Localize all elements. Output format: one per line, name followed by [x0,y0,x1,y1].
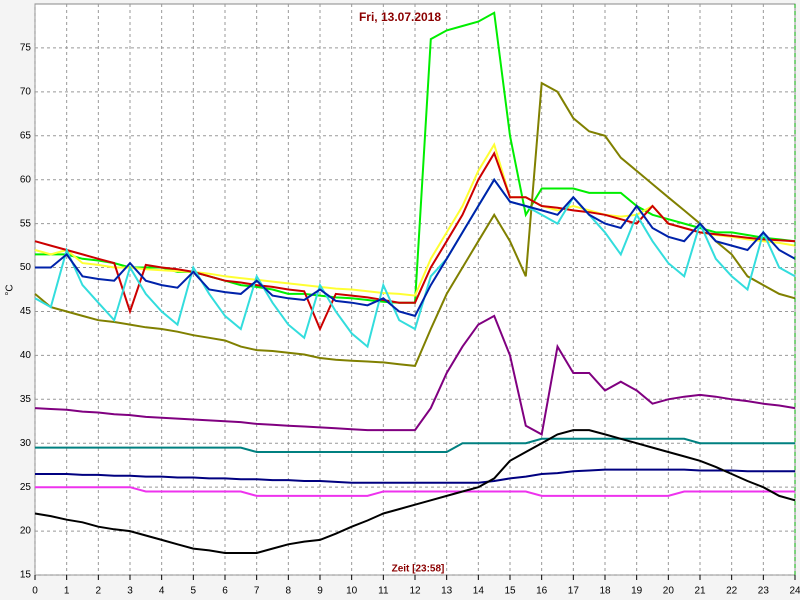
y-tick-label: 70 [20,86,32,97]
series-line [34,177,796,349]
y-tick-label: 30 [20,438,32,449]
x-tick-label: 14 [473,586,485,597]
x-tick-label: 13 [441,586,453,597]
x-tick-label: 11 [378,586,389,597]
x-tick-label: 17 [568,586,580,597]
series-line [35,177,796,318]
y-tick-label: 15 [20,570,32,581]
series-line [35,468,795,484]
x-tick-label: 8 [286,586,292,597]
y-tick-label: 75 [20,43,32,54]
y-tick-label: 35 [20,394,32,405]
chart-title: Fri, 13.07.2018 [359,10,441,24]
grid [34,4,796,576]
x-tick-label: 2 [96,586,102,597]
x-tick-label: 10 [346,586,358,597]
series-line [34,429,796,554]
series-line [34,81,796,367]
x-tick-label: 12 [409,586,421,597]
x-tick-label: 18 [599,586,611,597]
x-tick-label: 15 [504,586,516,597]
y-tick-label: 40 [20,350,32,361]
y-tick-label: 50 [20,262,32,273]
y-axis-label: °C [5,284,16,295]
y-tick-label: 55 [20,218,32,229]
y-tick-label: 60 [20,174,32,185]
x-tick-label: 24 [789,586,800,597]
y-tick-label: 45 [20,306,32,317]
x-axis-label: Zeit [23:58] [392,564,445,575]
lines [34,11,796,554]
x-tick-label: 19 [631,586,643,597]
y-tick-label: 20 [20,526,32,537]
x-tick-label: 21 [694,586,706,597]
x-tick-label: 23 [758,586,770,597]
x-tick-label: 22 [726,586,738,597]
y-tick-label: 25 [20,482,32,493]
x-tick-label: 4 [159,586,165,597]
series-line [35,437,795,453]
series-line [34,150,796,332]
x-tick-label: 5 [191,586,197,597]
series-line [35,486,795,497]
series-line [34,314,796,436]
x-tick-label: 20 [663,586,675,597]
x-tick-label: 0 [32,586,38,597]
x-tick-label: 3 [127,586,133,597]
x-tick-label: 16 [536,586,548,597]
x-tick-label: 6 [222,586,228,597]
x-tick-label: 9 [317,586,323,597]
y-tick-label: 65 [20,130,32,141]
x-tick-label: 1 [64,586,70,597]
x-tick-label: 7 [254,586,260,597]
